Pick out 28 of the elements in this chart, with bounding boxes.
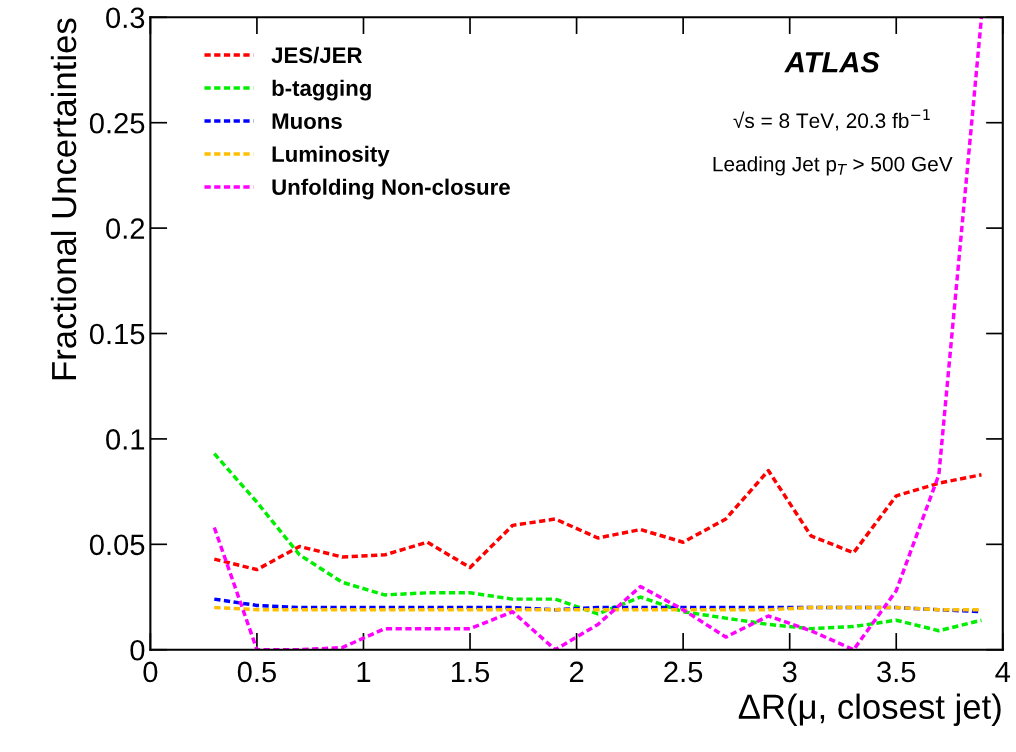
x-tick-label: 1.5: [451, 661, 490, 683]
y-tick-label: 0.05: [89, 534, 145, 556]
line-series: [212, 17, 984, 650]
x-tick-label: 2: [569, 661, 584, 682]
annotation: Leading Jet p$_{T}$ > 500 GeV: [713, 156, 953, 176]
line-series: [212, 451, 984, 633]
legend-label: Luminosity: [272, 145, 390, 167]
x-tick-label: 1: [357, 661, 371, 682]
x-tick-label: 3.5: [877, 661, 916, 683]
annotation: √s = 8 TeV, 20.3 fb$^{−1}$: [733, 109, 930, 131]
x-tick-label: 2.5: [664, 661, 703, 683]
x-tick-label: 3: [782, 661, 797, 683]
x-tick-label: 4: [995, 661, 1011, 682]
legend-label: JES/JER: [271, 46, 363, 64]
y-axis-title: Fractional Uncertainties: [50, 18, 77, 380]
x-axis-title: ΔR(μ, closest jet): [738, 693, 1001, 726]
y-tick-label: 0.25: [89, 112, 145, 134]
y-tick-label: 0.3: [106, 7, 145, 29]
x-tick-label: 0.5: [237, 661, 276, 683]
y-tick-label: 0.2: [106, 218, 145, 239]
y-tick-label: 0.15: [89, 323, 145, 345]
annotation: ATLAS: [784, 51, 880, 73]
legend-label: Muons: [272, 113, 342, 130]
legend-label: b-tagging: [272, 79, 371, 101]
y-tick-label: 0.1: [106, 429, 145, 450]
line-series: [212, 468, 984, 572]
legend-label: Unfolding Non-closure: [272, 178, 510, 200]
y-tick-label: 0: [130, 639, 145, 661]
